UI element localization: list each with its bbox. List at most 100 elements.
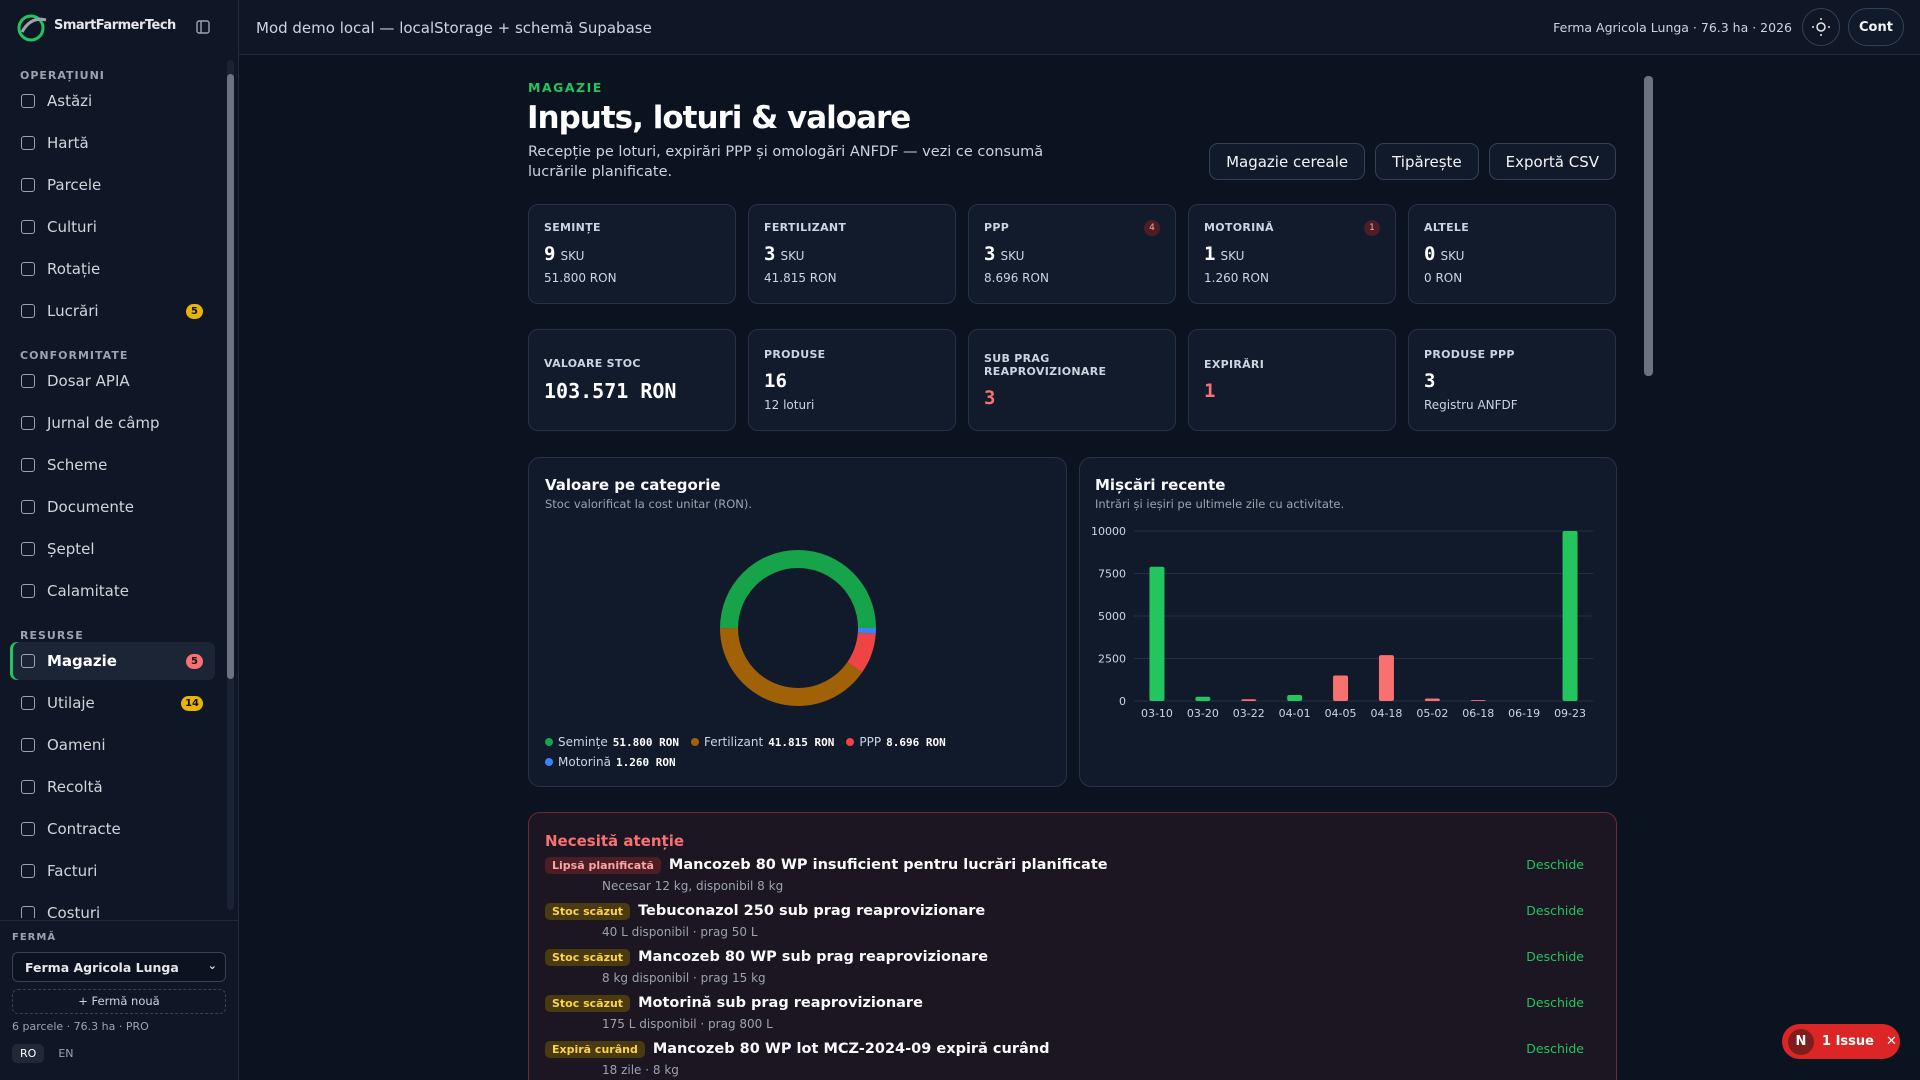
nav-item[interactable]: Astăzi — [10, 82, 215, 120]
nav-label: Utilaje — [47, 694, 95, 712]
attention-detail: Necesar 12 kg, disponibil 8 kg — [602, 879, 784, 893]
bar — [1562, 531, 1578, 701]
nav-item[interactable]: Rotație — [10, 250, 215, 288]
nav-item[interactable]: Parcele — [10, 166, 215, 204]
nav-item[interactable]: Documente — [10, 488, 215, 526]
nav-item[interactable]: Dosar APIA — [10, 362, 215, 400]
card-value-row: 0 SKU — [1424, 243, 1600, 265]
attention-title-row: Stoc scăzut Motorină sub prag reaprovizio… — [545, 995, 923, 1012]
new-farm-button[interactable]: + Fermă nouă — [12, 989, 226, 1014]
donut-slice — [857, 628, 876, 634]
card-value: 3 — [1424, 370, 1436, 392]
x-tick-label: 04-01 — [1279, 707, 1311, 720]
attention-detail: 175 L disponibil · prag 800 L — [602, 1017, 773, 1031]
action-button[interactable]: Magazie cereale — [1209, 143, 1366, 180]
y-tick-label: 10000 — [1091, 525, 1126, 538]
toast-close[interactable]: ✕ — [1885, 1034, 1897, 1049]
legend-swatch — [545, 758, 553, 766]
nav-item[interactable]: Facturi — [10, 852, 215, 890]
attention-tag: Stoc scăzut — [545, 903, 631, 920]
nav-icon — [21, 696, 35, 710]
card-unit: SKU — [1440, 249, 1465, 263]
nav-label: Documente — [47, 498, 134, 516]
collapse-button[interactable] — [196, 20, 210, 34]
attention-action[interactable]: Deschide — [1526, 1041, 1584, 1056]
nav-label: Dosar APIA — [47, 372, 130, 390]
card-sub: 12 loturi — [764, 398, 815, 412]
language-option[interactable]: RO — [12, 1044, 45, 1063]
card-badge: 4 — [1144, 220, 1160, 236]
card-label: SEMINȚE — [544, 221, 601, 234]
legend-value: 51.800 RON — [612, 735, 679, 749]
action-button[interactable]: Exportă CSV — [1488, 143, 1616, 180]
bar-chart: 0 2500 5000 7500 10000 03-10 03-20 03-22 04-01 04… — [1091, 525, 1593, 720]
legend-label: Fertilizant — [703, 735, 764, 749]
farm-label: FERMĂ — [12, 932, 57, 943]
legend-item: Semințe 51.800 RON — [545, 735, 679, 749]
nav: OPERAȚIUNI Astăzi Hartă Parcele Culturi Rotaț… — [0, 55, 228, 918]
language-option[interactable]: EN — [58, 1047, 74, 1060]
card-label: VALOARE STOC — [544, 357, 641, 370]
nav-item[interactable]: Costuri — [10, 894, 215, 918]
legend-value: 1.260 RON — [615, 755, 676, 769]
attention-action[interactable]: Deschide — [1526, 949, 1584, 964]
card-value-row: 9 SKU — [544, 243, 720, 265]
x-tick-label: 03-10 — [1141, 707, 1173, 720]
topbar: Mod demo local — localStorage + schemă S… — [239, 0, 1920, 55]
nav-item[interactable]: Contracte — [10, 810, 215, 848]
bar — [1287, 695, 1303, 701]
attention-item-title: Mancozeb 80 WP sub prag reaprovizionare — [638, 949, 989, 965]
nav-item[interactable]: Culturi — [10, 208, 215, 246]
nav-item[interactable]: Șeptel — [10, 530, 215, 568]
panel-subtitle: Stoc valorificat la cost unitar (RON). — [545, 497, 753, 511]
donut-chart — [720, 550, 876, 706]
card-value: 3 — [984, 243, 996, 265]
bar — [1195, 696, 1211, 701]
account-button[interactable]: Cont — [1848, 8, 1904, 46]
nav-label: Jurnal de câmp — [47, 414, 160, 432]
card-value: 3 — [984, 386, 996, 409]
nav-icon — [21, 542, 35, 556]
attention-action[interactable]: Deschide — [1526, 995, 1584, 1010]
issue-toast[interactable]: N 1 Issue ✕ — [1782, 1024, 1900, 1059]
nav-icon — [21, 584, 35, 598]
nav-label: Hartă — [47, 134, 89, 152]
card-value: 1 — [1204, 380, 1216, 402]
card-value: 1 — [1204, 243, 1216, 265]
donut-slice — [720, 628, 863, 706]
stat-card: VALOARE STOC 103.571 RON — [528, 329, 736, 431]
nav-icon — [21, 822, 35, 836]
card-label: PPP — [984, 221, 1010, 234]
category-cards: SEMINȚE 9 SKU 51.800 RON FERTILIZANT 3 SKU 41.8… — [528, 204, 1616, 304]
stat-card: PRODUSE PPP 3 Registru ANFDF — [1408, 329, 1616, 431]
attention-action[interactable]: Deschide — [1526, 857, 1584, 872]
card-badge: 1 — [1364, 220, 1380, 236]
card-value-row: 3 SKU — [764, 243, 940, 265]
nav-icon — [21, 500, 35, 514]
card-sub: 41.815 RON — [764, 271, 837, 285]
legend: Semințe 51.800 RON Fertilizant 41.815 RON PP… — [545, 735, 985, 769]
card-label: SUB PRAG REAPROVIZIONARE — [984, 351, 1107, 378]
theme-toggle[interactable] — [1802, 8, 1840, 46]
nav-label: Contracte — [47, 820, 121, 838]
farm-select[interactable]: Ferma Agricola Lunga ⌄ — [12, 952, 226, 982]
nav-item[interactable]: Magazie 5 — [10, 642, 215, 680]
nav-badge: 14 — [181, 696, 203, 711]
card-sub: 1.260 RON — [1204, 271, 1269, 285]
nav-item[interactable]: Recoltă — [10, 768, 215, 806]
nav-label: Scheme — [47, 456, 108, 474]
attention-action[interactable]: Deschide — [1526, 903, 1584, 918]
nav-item[interactable]: Jurnal de câmp — [10, 404, 215, 442]
nav-item[interactable]: Hartă — [10, 124, 215, 162]
nav-item[interactable]: Calamitate — [10, 572, 215, 610]
page-title: Inputs, loturi & valoare — [527, 100, 911, 136]
action-button[interactable]: Tipărește — [1375, 143, 1479, 180]
card-value: 9 — [544, 243, 556, 265]
nav-item[interactable]: Oameni — [10, 726, 215, 764]
nav-item[interactable]: Utilaje 14 — [10, 684, 215, 722]
donut-slice — [847, 632, 876, 673]
nav-label: Recoltă — [47, 778, 103, 796]
nav-item[interactable]: Scheme — [10, 446, 215, 484]
stat-card: SEMINȚE 9 SKU 51.800 RON — [528, 204, 736, 304]
nav-item[interactable]: Lucrări 5 — [10, 292, 215, 330]
